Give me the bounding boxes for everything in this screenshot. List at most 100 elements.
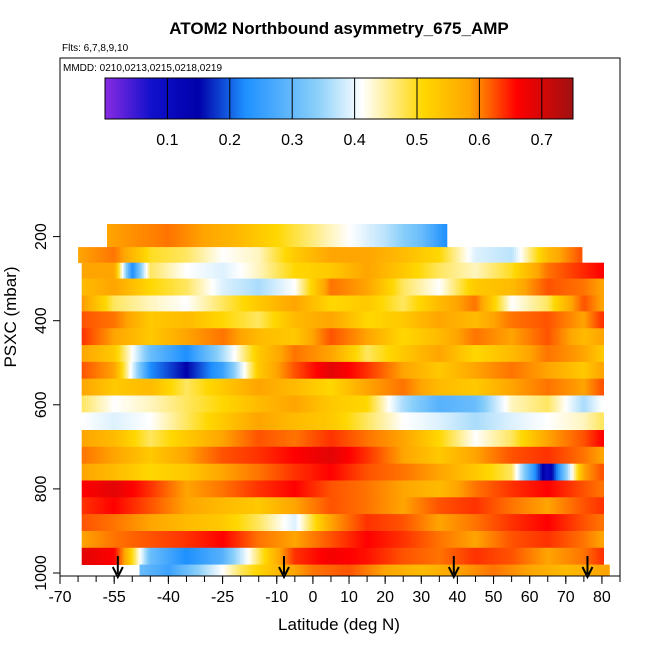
heatmap-cell <box>289 262 292 280</box>
heatmap-cell <box>303 328 306 346</box>
heatmap-cell <box>123 446 126 464</box>
heatmap-cell <box>581 480 584 498</box>
heatmap-cell <box>349 463 352 481</box>
heatmap-cell <box>217 514 220 532</box>
heatmap-cell <box>361 430 364 448</box>
heatmap-cell <box>457 278 460 296</box>
heatmap-cell <box>444 247 447 264</box>
heatmap-cell <box>521 278 524 296</box>
heatmap-cell <box>221 311 224 329</box>
heatmap-cell <box>555 430 558 448</box>
heatmap-cell <box>565 278 568 296</box>
heatmap-cell <box>247 262 250 280</box>
heatmap-cell <box>171 514 174 532</box>
heatmap-cell <box>287 446 290 464</box>
heatmap-cell <box>257 497 260 515</box>
heatmap-cell <box>227 278 230 296</box>
heatmap-cell <box>599 514 602 532</box>
heatmap-cell <box>197 547 200 565</box>
heatmap-cell <box>375 395 378 413</box>
heatmap-cell <box>351 514 354 532</box>
heatmap-cell <box>337 378 340 396</box>
heatmap-cell <box>175 311 178 329</box>
heatmap-cell <box>445 531 448 549</box>
heatmap-cell <box>257 412 260 431</box>
heatmap-cell <box>560 247 563 264</box>
heatmap-cell <box>209 531 212 549</box>
heatmap-cell <box>137 497 140 515</box>
heatmap-cell <box>443 480 446 498</box>
heatmap-cell <box>373 295 376 312</box>
heatmap-cell <box>339 395 342 413</box>
heatmap-cell <box>225 497 228 515</box>
heatmap-cell <box>251 311 254 329</box>
heatmap-cell <box>569 345 572 363</box>
heatmap-cell <box>327 378 330 396</box>
heatmap-cell <box>109 395 112 413</box>
heatmap-cell <box>493 311 496 329</box>
heatmap-cell <box>417 463 420 481</box>
heatmap-cell <box>559 497 562 515</box>
heatmap-cell <box>551 278 554 296</box>
heatmap-cell <box>321 446 324 464</box>
heatmap-cell <box>247 328 250 346</box>
heatmap-cell <box>167 430 170 448</box>
heatmap-cell <box>137 412 140 431</box>
heatmap-cell <box>243 345 246 363</box>
heatmap-cell <box>277 412 280 431</box>
heatmap-cell <box>301 278 304 296</box>
heatmap-cell <box>357 295 360 312</box>
heatmap-cell <box>211 361 214 380</box>
heatmap-cell <box>159 446 162 464</box>
heatmap-cell <box>457 531 460 549</box>
heatmap-cell <box>241 446 244 464</box>
heatmap-cell <box>227 514 230 532</box>
heatmap-cell <box>159 480 162 498</box>
heatmap-cell <box>275 395 278 413</box>
heatmap-cell <box>533 361 536 380</box>
heatmap-cell <box>523 446 526 464</box>
heatmap-cell <box>331 514 334 532</box>
heatmap-cell <box>361 531 364 549</box>
heatmap-cell <box>287 497 290 515</box>
heatmap-cell <box>340 247 343 264</box>
heatmap-cell <box>391 278 394 296</box>
heatmap-cell <box>389 278 392 296</box>
heatmap-cell <box>457 514 460 532</box>
heatmap-cell <box>409 378 412 396</box>
heatmap-cell <box>317 430 320 448</box>
heatmap-cell <box>303 480 306 498</box>
heatmap-cell <box>359 531 362 549</box>
heatmap-cell <box>580 247 583 264</box>
heatmap-cell <box>244 247 247 264</box>
heatmap-cell <box>211 311 214 329</box>
heatmap-cell <box>96 247 99 264</box>
heatmap-cell <box>253 328 256 346</box>
heatmap-cell <box>461 345 464 363</box>
heatmap-cell <box>357 531 360 549</box>
heatmap-cell <box>569 412 572 431</box>
heatmap-cell <box>439 531 442 549</box>
heatmap-cell <box>505 480 508 498</box>
heatmap-cell <box>385 430 388 448</box>
heatmap-cell <box>299 412 302 431</box>
heatmap-cell <box>471 497 474 515</box>
heatmap-cell <box>91 480 94 498</box>
heatmap-cell <box>223 395 226 413</box>
heatmap-cell <box>143 480 146 498</box>
heatmap-cell <box>87 463 90 481</box>
heatmap-cell <box>103 514 106 532</box>
heatmap-cell <box>581 514 584 532</box>
heatmap-cell <box>89 430 92 448</box>
heatmap-cell <box>225 514 228 532</box>
heatmap-cell <box>165 531 168 549</box>
heatmap-cell <box>191 262 194 280</box>
heatmap-cell <box>191 497 194 515</box>
heatmap-cell <box>281 378 284 396</box>
heatmap-cell <box>531 463 534 481</box>
heatmap-cell <box>327 278 330 296</box>
heatmap-cell <box>571 430 574 448</box>
heatmap-cell <box>471 430 474 448</box>
heatmap-cell <box>367 311 370 329</box>
heatmap-cell <box>523 328 526 346</box>
